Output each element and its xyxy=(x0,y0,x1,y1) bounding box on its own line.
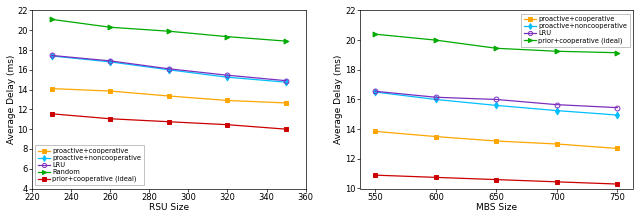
Y-axis label: Average Delay (ms): Average Delay (ms) xyxy=(335,55,344,144)
Y-axis label: Average Delay (ms): Average Delay (ms) xyxy=(7,55,16,144)
X-axis label: MBS Size: MBS Size xyxy=(476,203,517,212)
X-axis label: RSU Size: RSU Size xyxy=(148,203,189,212)
Legend: proactive+cooperative, proactive+noncooperative, LRU, prior+cooperative (ideal): proactive+cooperative, proactive+noncoop… xyxy=(522,14,630,47)
Legend: proactive+cooperative, proactive+noncooperative, LRU, Random, prior+cooperative : proactive+cooperative, proactive+noncoop… xyxy=(35,145,144,185)
